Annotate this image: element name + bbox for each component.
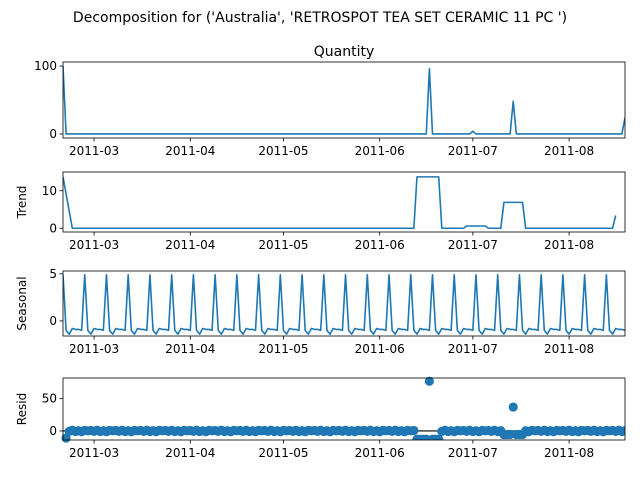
y-tick-label: 0	[49, 424, 57, 438]
x-tick-label: 2011-03	[69, 446, 119, 460]
x-tick-label: 2011-07	[448, 342, 498, 356]
plot-area	[63, 176, 617, 230]
series-line	[63, 176, 617, 230]
panel-3: 0 5 2011-03 2011-04 2011-05 2011-06 2011-07 201…	[15, 267, 626, 356]
x-tick-label: 2011-08	[544, 238, 594, 252]
x-tick-label: 2011-03	[69, 144, 119, 158]
y-tick-label: 100	[34, 59, 57, 73]
y-tick-label: 0	[49, 314, 57, 328]
plot-area	[63, 273, 625, 335]
y-tick-label: 5	[49, 267, 57, 281]
x-tick-label: 2011-08	[544, 144, 594, 158]
x-tick-label: 2011-03	[69, 342, 119, 356]
axes-frame	[62, 377, 626, 441]
resid-outlier-point	[508, 402, 518, 412]
x-tick-label: 2011-06	[355, 144, 405, 158]
plot-area	[63, 425, 625, 440]
y-tick-label: 10	[42, 184, 57, 198]
resid-point	[409, 425, 419, 436]
x-tick-label: 2011-07	[448, 238, 498, 252]
x-tick-label: 2011-05	[258, 238, 308, 252]
x-tick-label: 2011-05	[258, 446, 308, 460]
x-tick-label: 2011-04	[165, 446, 215, 460]
x-tick-label: 2011-04	[165, 144, 215, 158]
axes-frame	[62, 61, 626, 139]
y-tick-label: 50	[42, 392, 57, 406]
x-tick-label: 2011-06	[355, 446, 405, 460]
panel-1: 0 100 2011-03 2011-04 2011-05 2011-06 2011-07 2…	[34, 44, 626, 158]
plot-area	[63, 66, 625, 135]
figure-title: Decomposition for ('Australia', 'RETROSP…	[73, 10, 567, 26]
x-tick-label: 2011-05	[258, 342, 308, 356]
x-tick-label: 2011-06	[355, 342, 405, 356]
x-tick-label: 2011-07	[448, 446, 498, 460]
y-axis-label: Resid	[15, 393, 29, 425]
panel-2: 0 10 2011-03 2011-04 2011-05 2011-06 2011-07 20…	[15, 171, 626, 252]
x-tick-label: 2011-03	[69, 238, 119, 252]
y-axis-label: Seasonal	[15, 276, 29, 330]
x-tick-label: 2011-06	[355, 238, 405, 252]
panel-4: 0 50 2011-03 2011-04 2011-05 2011-06 2011-07 20…	[15, 376, 626, 460]
y-tick-label: 0	[49, 127, 57, 141]
series-line	[63, 66, 625, 135]
x-tick-label: 2011-08	[544, 342, 594, 356]
resid-outlier-point	[424, 376, 434, 386]
resid-point	[620, 426, 625, 436]
resid-point	[434, 434, 444, 440]
x-tick-label: 2011-05	[258, 144, 308, 158]
axes-frame	[62, 171, 626, 233]
y-tick-label: 0	[49, 221, 57, 235]
x-tick-label: 2011-04	[165, 238, 215, 252]
seasonal-line	[63, 273, 625, 335]
y-axis-label: Trend	[15, 186, 29, 220]
x-tick-label: 2011-08	[544, 446, 594, 460]
axes-frame	[62, 270, 626, 337]
x-tick-label: 2011-04	[165, 342, 215, 356]
x-tick-label: 2011-07	[448, 144, 498, 158]
panel-title: Quantity	[314, 44, 375, 60]
